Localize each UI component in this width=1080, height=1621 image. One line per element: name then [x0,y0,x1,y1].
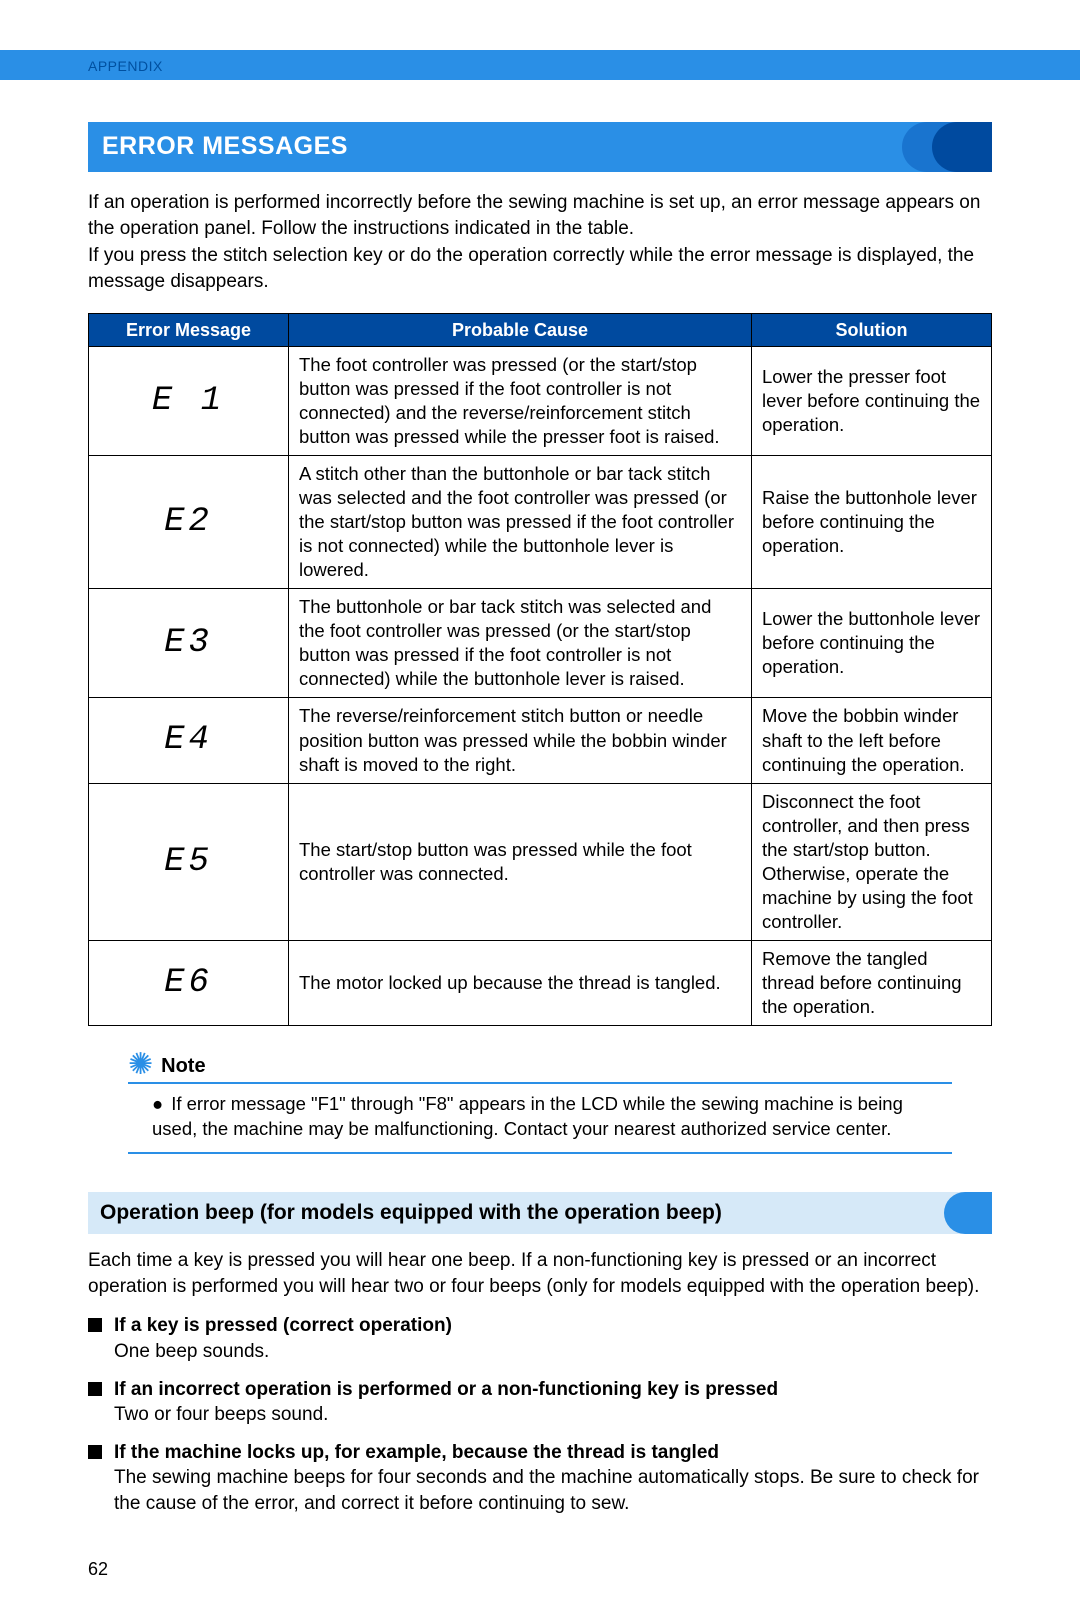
note-text: If error message "F1" through "F8" appea… [152,1093,903,1139]
table-row: E6The motor locked up because the thread… [89,940,992,1025]
error-code-cell: E3 [89,589,289,698]
list-item-head: If the machine locks up, for example, be… [114,1442,719,1463]
note-label: Note [161,1053,205,1080]
list-item: If a key is pressed (correct operation) O… [88,1313,992,1364]
table-row: E 1The foot controller was pressed (or t… [89,346,992,455]
list-item-body: One beep sounds. [114,1339,992,1365]
page-number: 62 [88,1557,992,1581]
solution-cell: Lower the presser foot lever before cont… [752,346,992,455]
table-header-row: Error Message Probable Cause Solution [89,313,992,346]
intro-paragraph-2: If you press the stitch selection key or… [88,243,992,294]
list-item-body: Two or four beeps sound. [114,1402,992,1428]
solution-cell: Disconnect the foot controller, and then… [752,783,992,940]
list-item: If the machine locks up, for example, be… [88,1440,992,1517]
subsection-tab-icon [944,1192,992,1234]
note-header: ✺ Note [128,1050,952,1084]
beep-intro: Each time a key is pressed you will hear… [88,1248,992,1299]
tab-dark-icon [932,122,992,172]
error-code-cell: E4 [89,698,289,783]
table-row: E2A stitch other than the buttonhole or … [89,456,992,589]
list-item: If an incorrect operation is performed o… [88,1377,992,1428]
intro-paragraph-1: If an operation is performed incorrectly… [88,190,992,241]
error-code: E5 [99,840,278,884]
subsection-title-bar: Operation beep (for models equipped with… [88,1192,992,1234]
probable-cause-cell: The motor locked up because the thread i… [289,940,752,1025]
error-code: E 1 [99,379,278,423]
error-code: E6 [99,961,278,1005]
solution-cell: Lower the buttonhole lever before contin… [752,589,992,698]
solution-cell: Raise the buttonhole lever before contin… [752,456,992,589]
probable-cause-cell: The foot controller was pressed (or the … [289,346,752,455]
col-error-message: Error Message [89,313,289,346]
section-title-wrap: ERROR MESSAGES [88,122,992,172]
beep-list: If a key is pressed (correct operation) O… [88,1313,992,1516]
probable-cause-cell: The start/stop button was pressed while … [289,783,752,940]
error-code: E4 [99,718,278,762]
list-item-head: If a key is pressed (correct operation) [114,1315,452,1336]
col-solution: Solution [752,313,992,346]
list-item-body: The sewing machine beeps for four second… [114,1465,992,1516]
intro-block: If an operation is performed incorrectly… [88,190,992,295]
subsection-title: Operation beep (for models equipped with… [100,1199,722,1227]
note-burst-icon: ✺ [128,1050,153,1080]
col-probable-cause: Probable Cause [289,313,752,346]
probable-cause-cell: The reverse/reinforcement stitch button … [289,698,752,783]
probable-cause-cell: A stitch other than the buttonhole or ba… [289,456,752,589]
table-row: E5The start/stop button was pressed whil… [89,783,992,940]
error-table: Error Message Probable Cause Solution E … [88,313,992,1026]
table-row: E4The reverse/reinforcement stitch butto… [89,698,992,783]
note-box: ✺ Note If error message "F1" through "F8… [88,1050,992,1154]
list-item-head: If an incorrect operation is performed o… [114,1379,778,1400]
note-body: If error message "F1" through "F8" appea… [128,1084,952,1154]
error-code-cell: E 1 [89,346,289,455]
error-code: E2 [99,500,278,544]
error-code: E3 [99,621,278,665]
header-bar: APPENDIX [0,50,1080,80]
section-title-bar: ERROR MESSAGES [88,122,992,172]
error-code-cell: E6 [89,940,289,1025]
appendix-label: APPENDIX [88,57,163,76]
error-code-cell: E2 [89,456,289,589]
solution-cell: Move the bobbin winder shaft to the left… [752,698,992,783]
section-title: ERROR MESSAGES [102,130,348,164]
probable-cause-cell: The buttonhole or bar tack stitch was se… [289,589,752,698]
table-row: E3The buttonhole or bar tack stitch was … [89,589,992,698]
solution-cell: Remove the tangled thread before continu… [752,940,992,1025]
error-code-cell: E5 [89,783,289,940]
